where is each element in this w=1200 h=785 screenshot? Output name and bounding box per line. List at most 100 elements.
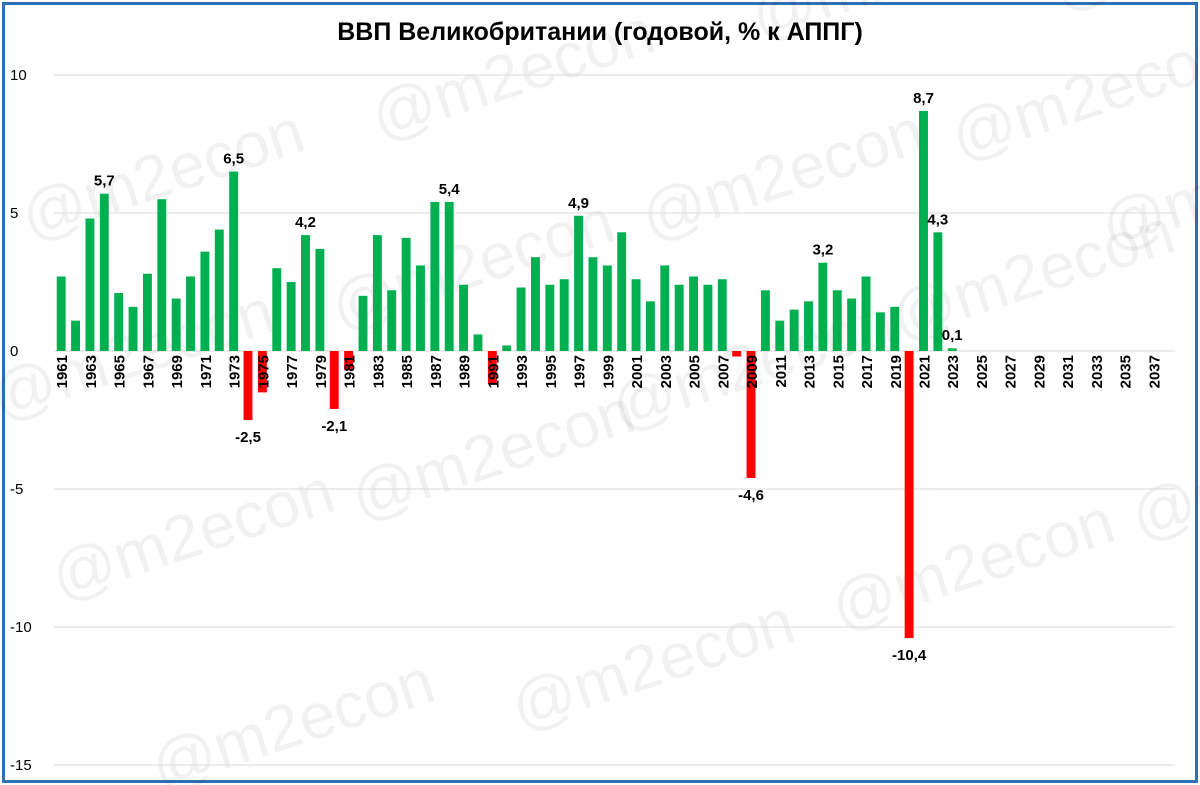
bar-1972 — [214, 229, 224, 351]
bar-2008 — [732, 351, 742, 357]
data-label-1978: 4,2 — [295, 214, 316, 231]
x-tick-label: 1995 — [543, 355, 560, 388]
bar-1963 — [85, 218, 95, 351]
bar-2007 — [717, 279, 727, 351]
x-tick-label: 1975 — [255, 355, 272, 388]
y-axis-tick-labels: 10 5 0 -5 -10 -15 — [10, 67, 32, 774]
y-tick-label: 5 — [10, 205, 18, 222]
x-tick-label: 1973 — [227, 355, 244, 388]
x-tick-label: 2011 — [773, 355, 790, 388]
bar-2017 — [861, 276, 871, 351]
bar-2014 — [818, 262, 828, 351]
data-label-2023: 0,1 — [942, 327, 963, 344]
bar-1967 — [142, 273, 152, 351]
bar-2003 — [660, 265, 670, 351]
x-tick-label: 2001 — [629, 355, 646, 388]
bar-1973 — [229, 171, 239, 351]
watermark-text: @m2econ — [1122, 394, 1200, 553]
bar-1995 — [545, 284, 555, 351]
watermark-text: @m2econ — [362, 0, 663, 153]
x-tick-label: 2003 — [658, 355, 675, 388]
x-tick-label: 1961 — [54, 355, 71, 388]
bar-1966 — [128, 306, 138, 351]
bar-1980 — [329, 351, 339, 409]
x-tick-label: 2031 — [1060, 355, 1077, 388]
data-label-2022: 4,3 — [927, 211, 948, 228]
bar-1983 — [372, 235, 382, 351]
watermark-text: @m2econ — [822, 484, 1123, 643]
bar-2020 — [904, 351, 914, 639]
watermark-text: @m2econ — [502, 584, 803, 743]
bar-2000 — [617, 232, 627, 351]
bar-1986 — [416, 265, 425, 351]
x-tick-label: 2023 — [945, 355, 962, 388]
bar-1971 — [200, 251, 210, 351]
x-tick-label: 2015 — [830, 355, 847, 388]
bar-1994 — [530, 257, 540, 351]
data-label-2014: 3,2 — [812, 242, 833, 259]
x-tick-label: 2037 — [1146, 355, 1163, 388]
bars — [56, 110, 957, 639]
bar-1996 — [559, 279, 569, 351]
bar-2023 — [947, 348, 957, 351]
bar-1962 — [71, 320, 81, 351]
data-label-1974: -2,5 — [235, 429, 261, 446]
bar-1964 — [99, 193, 109, 351]
bar-1997 — [574, 215, 584, 351]
x-tick-label: 2017 — [859, 355, 876, 388]
x-tick-label: 1971 — [198, 355, 215, 388]
watermark-text: @m2econ — [42, 454, 343, 613]
watermark-text: @m2econ — [1092, 104, 1200, 263]
x-tick-label: 1981 — [342, 355, 359, 388]
x-tick-label: 2013 — [802, 355, 819, 388]
bar-1991 — [487, 351, 497, 385]
bar-2002 — [645, 301, 655, 351]
bar-1987 — [430, 201, 440, 351]
bar-2015 — [832, 290, 842, 351]
x-tick-label: 2029 — [1031, 355, 1048, 388]
bar-1992 — [502, 345, 512, 351]
gridlines — [54, 74, 1175, 766]
data-label-1964: 5,7 — [94, 173, 115, 190]
bar-1993 — [516, 287, 526, 351]
x-tick-label: 2021 — [916, 355, 933, 388]
bar-2001 — [631, 279, 641, 351]
bar-1982 — [358, 295, 368, 351]
x-tick-label: 1993 — [514, 355, 531, 388]
bar-2016 — [847, 298, 857, 351]
x-tick-label: 1985 — [399, 355, 416, 388]
bar-1978 — [301, 235, 310, 351]
bar-1979 — [315, 248, 325, 351]
watermark-text: @m2econ — [742, 0, 1043, 53]
bar-1981 — [344, 351, 354, 371]
bar-2011 — [775, 320, 785, 351]
data-labels: 5,7 6,5 -2,5 4,2 -2,1 5,4 4,9 -4,6 3,2 -10,4 8,7 4,… — [94, 90, 963, 664]
x-tick-label: 2033 — [1089, 355, 1106, 388]
data-label-1973: 6,5 — [223, 151, 244, 168]
bar-2019 — [890, 306, 900, 351]
bar-2010 — [760, 290, 770, 351]
x-tick-label: 1983 — [370, 355, 387, 388]
bar-2013 — [804, 301, 813, 351]
watermark-text: @m2econ — [1042, 0, 1200, 23]
chart-title: ВВП Великобритании (годовой, % к АППГ) — [337, 18, 863, 46]
bar-2004 — [674, 284, 684, 351]
bar-2012 — [789, 309, 799, 351]
x-tick-label: 2009 — [744, 355, 761, 388]
x-tick-label: 2027 — [1003, 355, 1020, 388]
x-tick-label: 1979 — [313, 355, 330, 388]
bar-2009 — [746, 351, 756, 478]
watermark-text: @m2econ — [0, 274, 283, 433]
x-tick-label: 1991 — [485, 355, 502, 388]
bar-2018 — [875, 312, 885, 351]
y-tick-label: 10 — [10, 67, 27, 84]
x-tick-label: 1989 — [457, 355, 474, 388]
bar-2021 — [919, 110, 928, 351]
x-tick-label: 1967 — [140, 355, 157, 388]
data-label-1988: 5,4 — [439, 181, 461, 198]
y-tick-label: -10 — [10, 619, 32, 636]
bar-1961 — [56, 276, 66, 351]
x-tick-label: 1977 — [284, 355, 301, 388]
